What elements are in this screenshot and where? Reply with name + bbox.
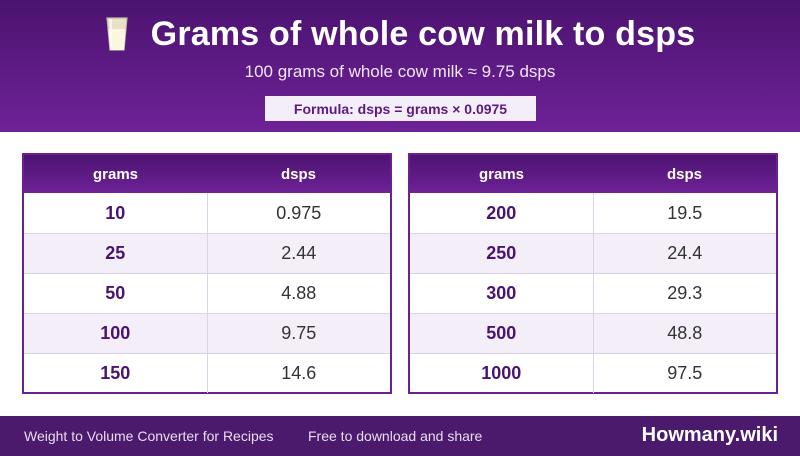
grams-cell: 10 <box>24 193 208 233</box>
footer-share-text: Free to download and share <box>308 428 483 444</box>
formula-badge: Formula: dsps = grams × 0.0975 <box>265 96 536 121</box>
grams-cell: 250 <box>410 234 594 273</box>
brand-logo-text: Howmany.wiki <box>641 424 778 446</box>
table-row: 25 2.44 <box>24 233 390 273</box>
grams-cell: 100 <box>24 314 208 353</box>
milk-glass-icon <box>105 16 129 52</box>
grams-cell: 25 <box>24 234 208 273</box>
page-title: Grams of whole cow milk to dsps <box>150 14 696 53</box>
grams-cell: 200 <box>410 193 594 233</box>
table-row: 200 19.5 <box>410 193 776 233</box>
dsps-cell: 24.4 <box>667 243 703 263</box>
page-subtitle: 100 grams of whole cow milk ≈ 9.75 dsps <box>244 62 556 81</box>
table-row: 1000 97.5 <box>410 353 776 393</box>
table-row: 50 4.88 <box>24 273 390 313</box>
dsps-cell: 29.3 <box>667 283 703 303</box>
grams-cell: 50 <box>24 274 208 313</box>
dsps-cell: 97.5 <box>667 363 703 383</box>
conversion-table-left: grams dsps 10 0.975 25 2.44 50 4.88 100 … <box>22 153 392 394</box>
dsps-cell: 9.75 <box>281 323 317 343</box>
dsps-cell: 0.975 <box>276 202 322 223</box>
table-header: grams dsps <box>24 155 390 193</box>
column-header-grams: grams <box>478 165 525 183</box>
table-row: 10 0.975 <box>24 193 390 233</box>
table-row: 300 29.3 <box>410 273 776 313</box>
dsps-cell: 2.44 <box>281 243 317 263</box>
column-header-dsps: dsps <box>666 165 702 183</box>
table-row: 150 14.6 <box>24 353 390 393</box>
conversion-table-right: grams dsps 200 19.5 250 24.4 300 29.3 50… <box>408 153 778 394</box>
header-banner: Grams of whole cow milk to dsps 100 gram… <box>0 0 800 132</box>
grams-cell: 500 <box>410 314 594 353</box>
table-body: 10 0.975 25 2.44 50 4.88 100 9.75 150 14… <box>24 193 390 393</box>
table-header: grams dsps <box>410 155 776 193</box>
table-row: 100 9.75 <box>24 313 390 353</box>
dsps-cell: 19.5 <box>667 202 703 223</box>
dsps-cell: 48.8 <box>667 323 703 343</box>
table-row: 500 48.8 <box>410 313 776 353</box>
table-row: 250 24.4 <box>410 233 776 273</box>
title-row: Grams of whole cow milk to dsps <box>0 12 800 56</box>
dsps-cell: 4.88 <box>281 283 317 303</box>
table-body: 200 19.5 250 24.4 300 29.3 500 48.8 1000… <box>410 193 776 393</box>
grams-cell: 1000 <box>410 354 594 393</box>
dsps-cell: 14.6 <box>281 363 317 383</box>
footer-bar: Weight to Volume Converter for Recipes F… <box>0 416 800 456</box>
grams-cell: 150 <box>24 354 208 393</box>
column-header-grams: grams <box>92 165 139 183</box>
footer-converter-text: Weight to Volume Converter for Recipes <box>24 428 274 444</box>
grams-cell: 300 <box>410 274 594 313</box>
column-header-dsps: dsps <box>280 165 316 183</box>
